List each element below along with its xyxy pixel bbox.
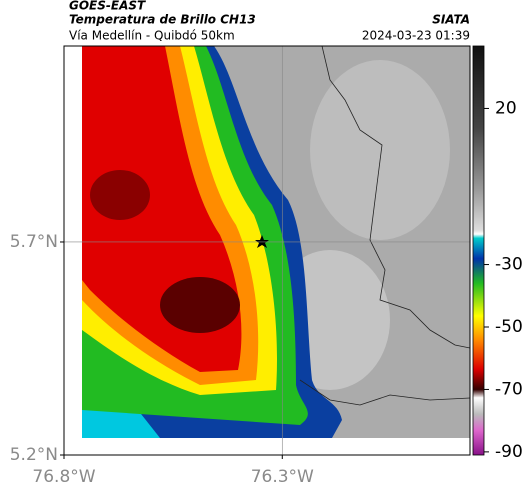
colorbar-label: -90: [495, 442, 523, 462]
colorbar-label: 20: [495, 98, 517, 118]
satellite: GOES-EAST: [69, 0, 146, 13]
region: Vía Medellín - Quibdó 50km: [69, 29, 235, 43]
gray-cloud: [310, 60, 450, 240]
colorbar-label: -30: [495, 255, 523, 275]
colorbar-label: -70: [495, 379, 523, 399]
map-frame: [63, 45, 471, 456]
colorbar: [472, 45, 485, 456]
product: Temperatura de Brillo CH13: [69, 13, 256, 27]
cloud-core: [90, 170, 150, 220]
x-tick-label: 76.3°W: [251, 467, 314, 487]
y-tick-label: 5.7°N: [10, 232, 58, 252]
cloud-core: [160, 277, 240, 333]
source: SIATA: [432, 13, 470, 27]
colorbar-label: -50: [495, 317, 523, 337]
map-image: [82, 46, 470, 438]
x-tick-label: 76.8°W: [32, 467, 95, 487]
location-marker: [255, 235, 269, 248]
border: [299, 379, 470, 406]
timestamp: 2024-03-23 01:39: [362, 29, 470, 43]
y-tick-label: 5.2°N: [10, 445, 58, 465]
border: [321, 46, 470, 349]
